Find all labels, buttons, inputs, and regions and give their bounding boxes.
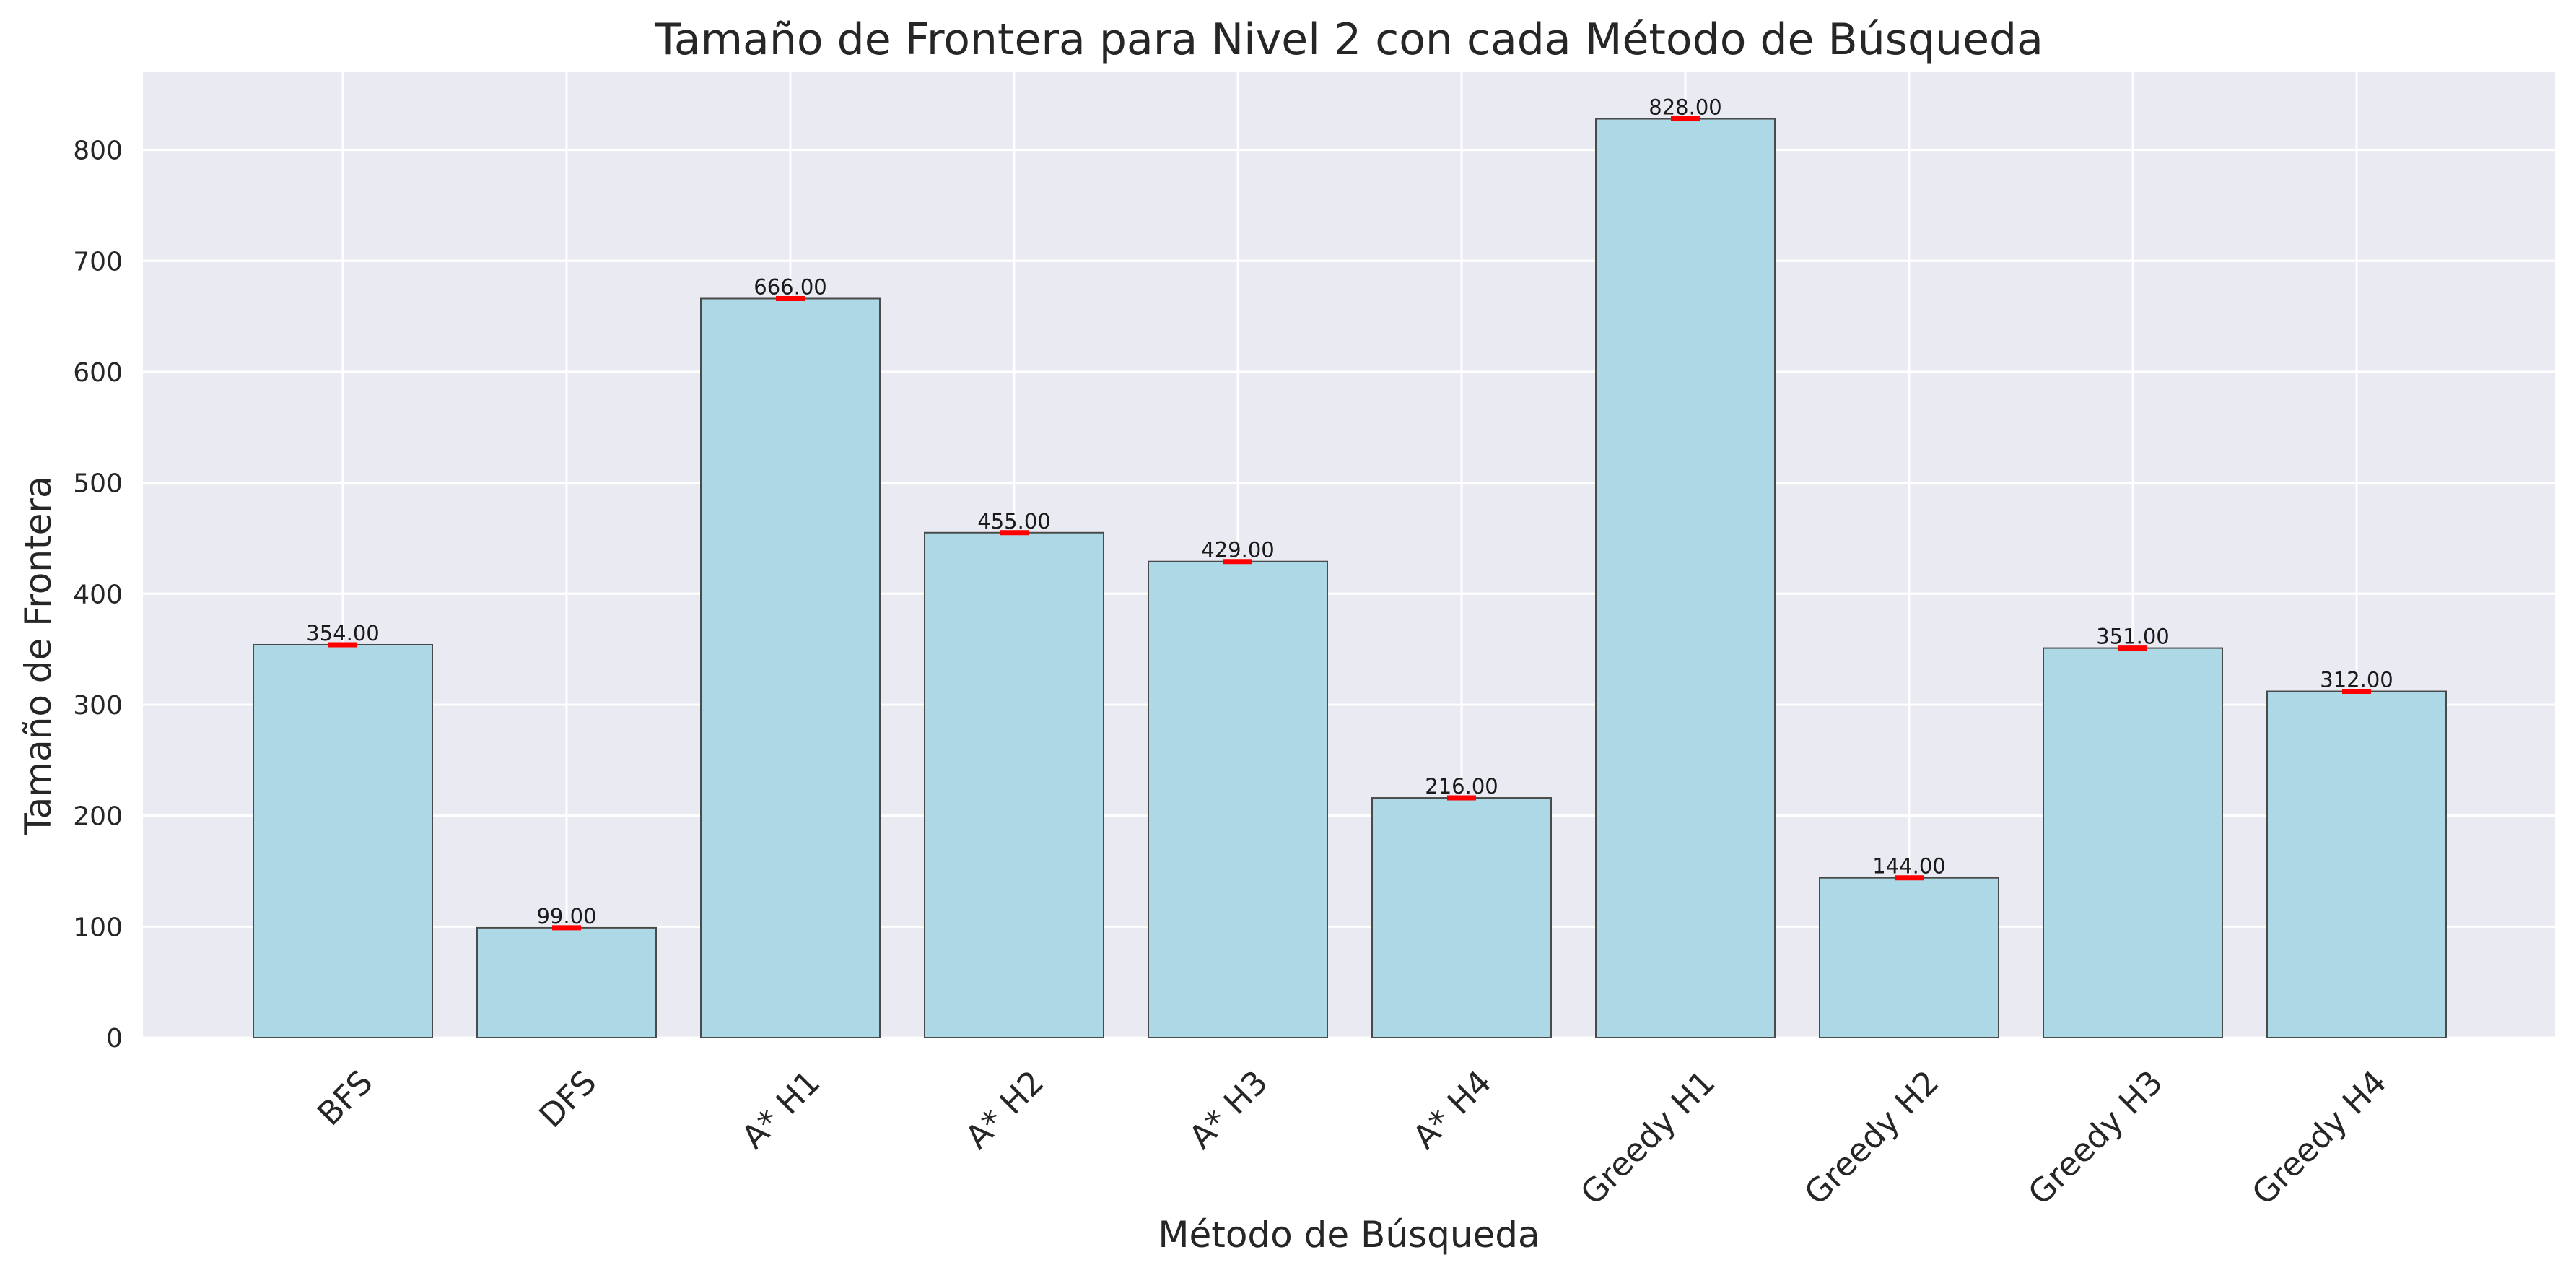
y-axis-label: Tamaño de Frontera xyxy=(17,476,59,835)
data-label: 666.00 xyxy=(754,275,826,300)
x-tick-label: DFS xyxy=(532,1063,604,1135)
bar-a-h1 xyxy=(700,297,881,1039)
error-markers xyxy=(328,116,2371,931)
y-tick-label: 300 xyxy=(73,691,123,721)
y-tick-label: 0 xyxy=(106,1024,123,1053)
bars xyxy=(253,118,2447,1039)
y-tick-label: 800 xyxy=(73,136,123,166)
y-tick-label: 200 xyxy=(73,802,123,832)
x-tick-label: A* H2 xyxy=(958,1063,1051,1156)
bar-greedy-h3 xyxy=(2043,647,2223,1038)
bar-greedy-h1 xyxy=(1595,118,1776,1039)
data-label: 99.00 xyxy=(536,904,596,929)
x-tick-label: A* H1 xyxy=(734,1063,827,1156)
data-labels: 354.00 99.00 666.00 455.00 429.00 216.00 828.0… xyxy=(306,95,2393,929)
data-label: 455.00 xyxy=(977,509,1050,534)
data-label: 312.00 xyxy=(2320,668,2393,692)
data-label: 429.00 xyxy=(1201,538,1274,562)
y-tick-labels: 0 100 200 300 400 500 600 700 800 xyxy=(73,136,123,1053)
x-tick-label: Greedy H4 xyxy=(2245,1063,2394,1212)
y-tick-label: 700 xyxy=(73,247,123,277)
data-label: 828.00 xyxy=(1649,95,1721,120)
y-tick-label: 600 xyxy=(73,358,123,388)
data-label: 144.00 xyxy=(1872,854,1945,879)
bar-greedy-h2 xyxy=(1819,877,1999,1039)
bar-greedy-h4 xyxy=(2266,690,2447,1038)
x-tick-labels: BFS DFS A* H1 A* H2 A* H3 A* H4 Greedy H1 Greed… xyxy=(310,1063,2393,1212)
y-tick-label: 400 xyxy=(73,580,123,609)
bar-a-h2 xyxy=(924,531,1104,1038)
x-axis-label: Método de Búsqueda xyxy=(1158,1214,1540,1256)
bar-dfs xyxy=(476,926,657,1039)
x-tick-label: A* H4 xyxy=(1405,1063,1498,1156)
data-label: 216.00 xyxy=(1425,774,1498,799)
x-tick-label: BFS xyxy=(310,1063,380,1133)
chart-title: Tamaño de Frontera para Nivel 2 con cada… xyxy=(654,14,2043,65)
bar-a-h3 xyxy=(1148,560,1328,1038)
data-label: 354.00 xyxy=(306,621,379,645)
x-tick-label: Greedy H1 xyxy=(1573,1063,1723,1212)
data-label: 351.00 xyxy=(2096,625,2169,649)
y-tick-label: 100 xyxy=(73,913,123,942)
x-tick-label: A* H3 xyxy=(1182,1063,1275,1156)
x-tick-label: Greedy H3 xyxy=(2021,1063,2170,1212)
y-tick-label: 500 xyxy=(73,469,123,499)
bar-a-h4 xyxy=(1371,797,1552,1038)
bar-bfs xyxy=(253,643,433,1038)
x-tick-label: Greedy H2 xyxy=(1797,1063,1947,1212)
